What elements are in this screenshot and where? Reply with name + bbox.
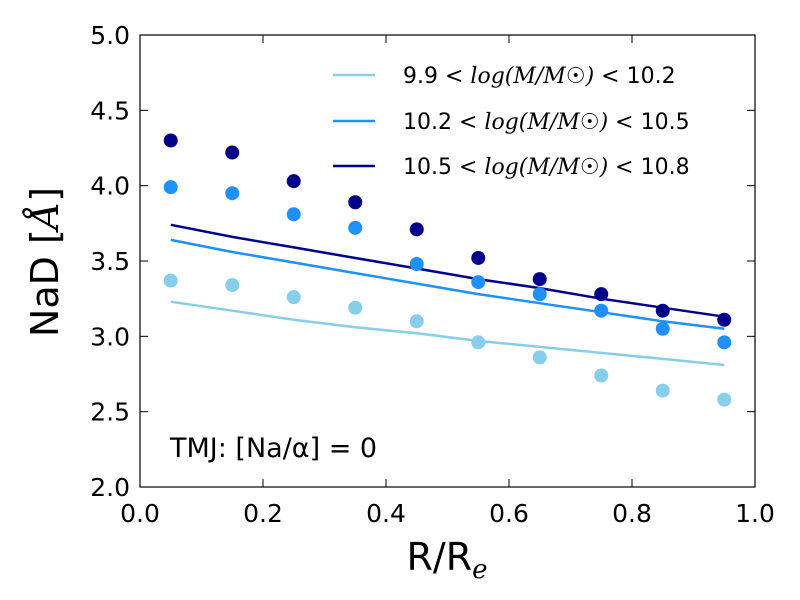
data-point-series-1-3 [348,220,363,235]
y-tick-label-4: 4.0 [90,172,130,201]
data-point-series-1-0 [163,180,178,195]
model-line-series-1 [170,238,725,331]
data-point-series-2-3 [348,195,363,210]
legend: 9.9 < log(M/M☉) < 10.2 10.2 < log(M/M☉) … [333,64,690,180]
data-point-series-2-5 [471,250,486,265]
x-tick-label-1: 0.2 [243,499,283,528]
data-point-series-0-1 [225,278,240,293]
x-tick-label-2: 0.4 [366,499,406,528]
data-point-series-1-9 [717,335,732,350]
data-point-series-1-5 [471,275,486,290]
y-tick-labels: 2.0 2.5 3.0 3.5 4.0 4.5 5.0 [90,21,130,502]
axis-ticks [139,34,756,488]
x-tick-label-5: 1.0 [735,499,775,528]
data-point-series-2-8 [655,303,670,318]
data-point-series-0-7 [594,368,609,383]
x-tick-label-0: 0.0 [120,499,160,528]
data-point-series-0-3 [348,300,363,315]
data-point-series-0-9 [717,392,732,407]
model-line-series-2 [170,223,725,318]
y-tick-label-5: 4.5 [90,96,130,125]
data-point-series-0-6 [532,350,547,365]
data-point-series-0-2 [286,290,301,305]
x-tick-labels: 0.0 0.2 0.4 0.6 0.8 1.0 [120,499,775,528]
model-line-series-0 [170,300,725,367]
y-tick-label-3: 3.5 [90,247,130,276]
data-point-series-2-6 [532,272,547,287]
y-tick-label-2: 3.0 [90,322,130,351]
legend-label-low-mass: 9.9 < log(M/M☉) < 10.2 [403,64,676,89]
data-point-series-0-4 [409,314,424,329]
y-tick-label-6: 5.0 [90,21,130,50]
data-point-series-0-5 [471,335,486,350]
data-point-series-2-4 [409,222,424,237]
data-point-series-1-7 [594,303,609,318]
data-point-series-0-8 [655,383,670,398]
data-point-series-1-6 [532,287,547,302]
data-point-series-2-9 [717,312,732,327]
model-lines [170,223,725,367]
data-point-series-1-4 [409,257,424,272]
y-tick-label-1: 2.5 [90,398,130,427]
data-point-series-1-1 [225,186,240,201]
x-axis-title: R/Re [407,535,488,585]
y-tick-label-0: 2.0 [90,473,130,502]
y-axis-title: NaD [Å] [23,187,67,337]
plot-area-frame [139,34,756,488]
data-point-series-2-1 [225,145,240,160]
data-point-series-1-8 [655,321,670,336]
data-point-series-1-2 [286,207,301,222]
legend-label-high-mass: 10.5 < log(M/M☉) < 10.8 [403,155,690,180]
data-point-series-0-0 [163,273,178,288]
data-points [163,133,732,407]
legend-label-mid-mass: 10.2 < log(M/M☉) < 10.5 [403,110,690,135]
model-annotation: TMJ: [Na/α] = 0 [169,433,377,464]
data-point-series-2-7 [594,287,609,302]
x-tick-label-3: 0.6 [489,499,529,528]
data-point-series-2-2 [286,174,301,189]
x-tick-label-4: 0.8 [612,499,652,528]
data-point-series-2-0 [163,133,178,148]
